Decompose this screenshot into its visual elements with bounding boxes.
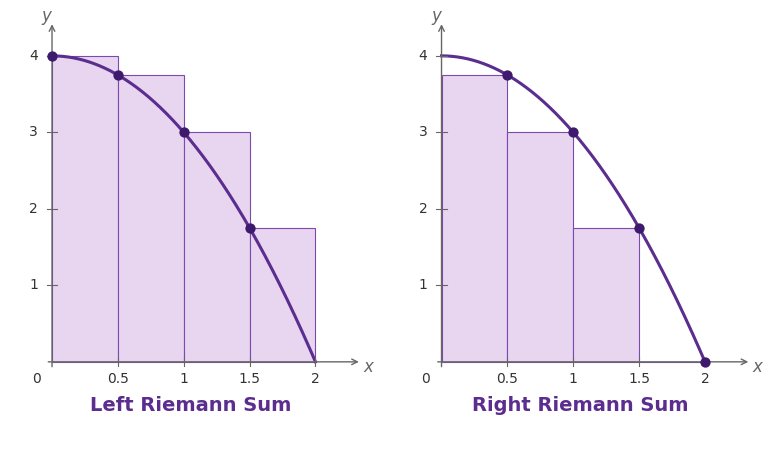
Text: 4: 4 xyxy=(29,49,38,63)
Text: 1.5: 1.5 xyxy=(239,372,260,386)
Text: 1.5: 1.5 xyxy=(628,372,650,386)
Point xyxy=(46,52,58,60)
Point xyxy=(111,71,124,78)
Text: 0: 0 xyxy=(31,372,41,386)
Text: 1: 1 xyxy=(419,278,428,292)
Text: 2: 2 xyxy=(311,372,319,386)
Bar xyxy=(52,56,118,362)
Text: 2: 2 xyxy=(419,202,428,216)
Text: x: x xyxy=(363,358,373,376)
Text: 2: 2 xyxy=(29,202,38,216)
Bar xyxy=(184,132,250,362)
Text: Left Riemann Sum: Left Riemann Sum xyxy=(90,396,291,415)
Text: 1: 1 xyxy=(29,278,38,292)
Point xyxy=(243,224,256,232)
Point xyxy=(633,224,645,232)
Text: 4: 4 xyxy=(419,49,428,63)
Text: 1: 1 xyxy=(179,372,188,386)
Bar xyxy=(508,132,573,362)
Text: y: y xyxy=(432,7,441,25)
Point xyxy=(699,358,711,365)
Text: y: y xyxy=(41,7,51,25)
Text: 0: 0 xyxy=(422,372,430,386)
Bar xyxy=(250,228,316,362)
Point xyxy=(567,129,579,136)
Text: 1: 1 xyxy=(569,372,578,386)
Bar xyxy=(573,228,639,362)
Point xyxy=(502,71,514,78)
Bar xyxy=(118,75,184,362)
Text: x: x xyxy=(753,358,763,376)
Text: 0.5: 0.5 xyxy=(107,372,129,386)
Text: Right Riemann Sum: Right Riemann Sum xyxy=(472,396,688,415)
Text: 2: 2 xyxy=(700,372,710,386)
Point xyxy=(177,129,190,136)
Text: 0.5: 0.5 xyxy=(496,372,518,386)
Text: 3: 3 xyxy=(29,125,38,140)
Bar xyxy=(442,75,508,362)
Text: 3: 3 xyxy=(419,125,428,140)
